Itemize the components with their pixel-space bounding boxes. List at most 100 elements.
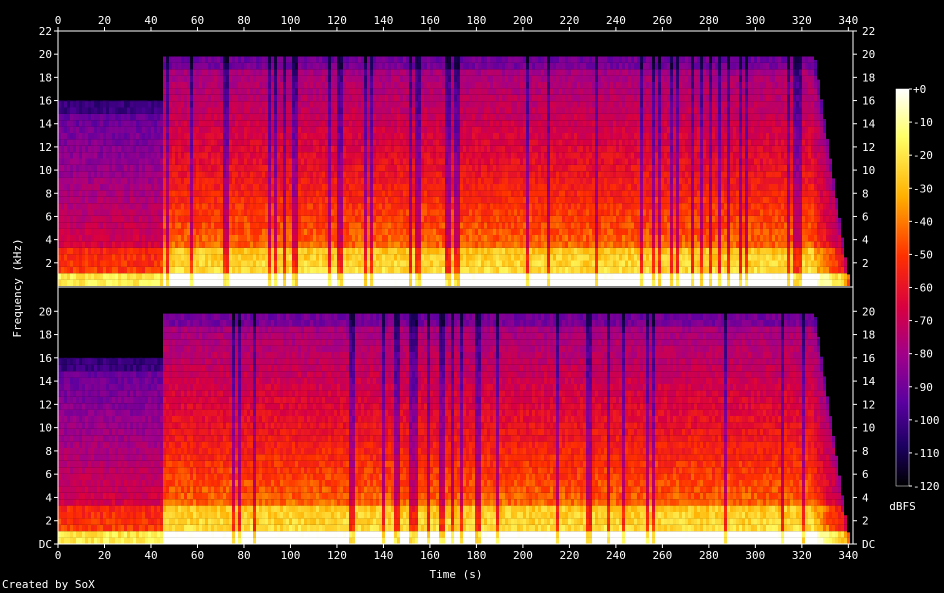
spectrogram-cell (262, 94, 265, 102)
spectrogram-cell (241, 139, 244, 146)
spectrogram-cell (271, 82, 274, 89)
spectrogram-cell (463, 139, 466, 146)
spectrogram-cell (331, 94, 334, 102)
spectrogram-cell (121, 215, 124, 223)
spectrogram-cell (217, 266, 220, 274)
spectrogram-cell (481, 120, 484, 127)
spectrogram-cell (382, 101, 385, 108)
spectrogram-cell (256, 222, 259, 229)
spectrogram-cell (466, 139, 469, 146)
spectrogram-cell (397, 247, 400, 255)
spectrogram-cell (481, 279, 484, 286)
spectrogram-cell (181, 266, 184, 274)
spectrogram-cell (271, 196, 274, 204)
spectrogram-cell (292, 222, 295, 229)
spectrogram-cell (361, 152, 364, 159)
spectrogram-cell (439, 107, 442, 114)
spectrogram-cell (472, 279, 475, 286)
spectrogram-cell (289, 164, 292, 172)
spectrogram-cell (454, 75, 457, 82)
spectrogram-cell (475, 215, 478, 223)
spectrogram-cell (190, 152, 193, 159)
spectrogram-cell (166, 113, 169, 121)
spectrogram-cell (238, 94, 241, 102)
spectrogram-cell (208, 56, 211, 63)
spectrogram-cell (262, 209, 265, 216)
spectrogram-cell (364, 228, 367, 235)
spectrogram-cell (142, 177, 145, 184)
spectrogram-cell (124, 247, 127, 255)
spectrogram-cell (391, 139, 394, 146)
spectrogram-cell (394, 235, 397, 242)
spectrogram-cell (169, 158, 172, 165)
spectrogram-cell (253, 139, 256, 146)
spectrogram-cell (418, 260, 421, 267)
spectrogram-cell (232, 133, 235, 140)
spectrogram-cell (379, 260, 382, 267)
spectrogram-cell (274, 177, 277, 184)
spectrogram-cell (370, 164, 373, 172)
spectrogram-cell (133, 100, 136, 102)
spectrogram-cell (397, 279, 400, 286)
spectrogram-cell (103, 126, 106, 133)
spectrogram-cell (280, 126, 283, 133)
spectrogram-cell (406, 164, 409, 172)
spectrogram-cell (190, 177, 193, 184)
spectrogram-cell (283, 222, 286, 229)
spectrogram-cell (394, 190, 397, 197)
spectrogram-cell (478, 75, 481, 82)
spectrogram-cell (298, 75, 301, 82)
spectrogram-cell (160, 260, 163, 267)
spectrogram-cell (283, 107, 286, 114)
spectrogram-cell (316, 184, 319, 191)
spectrogram-cell (277, 107, 280, 114)
spectrogram-cell (232, 203, 235, 210)
spectrogram-cell (397, 235, 400, 242)
spectrogram-cell (115, 190, 118, 197)
spectrogram-cell (274, 113, 277, 121)
spectrogram-cell (367, 209, 370, 216)
spectrogram-cell (469, 113, 472, 121)
spectrogram-cell (328, 133, 331, 140)
spectrogram-cell (337, 215, 340, 223)
spectrogram-cell (460, 75, 463, 82)
spectrogram-cell (457, 158, 460, 165)
spectrogram-cell (172, 247, 175, 255)
spectrogram-cell (349, 56, 352, 63)
spectrogram-cell (196, 247, 199, 255)
spectrogram-cell (385, 158, 388, 165)
spectrogram-cell (67, 203, 70, 210)
spectrogram-cell (145, 235, 148, 242)
spectrogram-cell (349, 279, 352, 286)
spectrogram-cell (334, 113, 337, 121)
spectrogram-cell (205, 69, 208, 76)
spectrogram-cell (400, 279, 403, 286)
spectrogram-cell (241, 82, 244, 89)
spectrogram-cell (127, 222, 130, 229)
spectrogram-cell (331, 209, 334, 216)
spectrogram-cell (106, 126, 109, 133)
spectrogram-cell (457, 88, 460, 95)
spectrogram-cell (238, 209, 241, 216)
spectrogram-cell (58, 203, 61, 210)
spectrogram-cell (94, 190, 97, 197)
spectrogram-cell (274, 69, 277, 76)
spectrogram-cell (97, 196, 100, 204)
spectrogram-cell (181, 196, 184, 204)
spectrogram-cell (481, 203, 484, 210)
spectrogram-cell (181, 56, 184, 63)
spectrogram-cell (343, 241, 346, 248)
spectrogram-cell (484, 203, 487, 210)
spectrogram-cell (364, 56, 367, 63)
spectrogram-cell (253, 203, 256, 210)
spectrogram-cell (262, 247, 265, 255)
spectrogram-cell (457, 101, 460, 108)
spectrogram-cell (283, 120, 286, 127)
spectrogram-cell (484, 171, 487, 178)
spectrogram-cell (430, 113, 433, 121)
spectrogram-cell (478, 56, 481, 63)
spectrogram-cell (289, 171, 292, 178)
spectrogram-cell (454, 279, 457, 286)
spectrogram-cell (268, 88, 271, 95)
spectrogram-cell (223, 126, 226, 133)
